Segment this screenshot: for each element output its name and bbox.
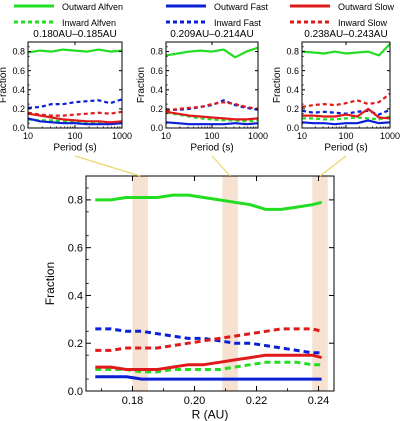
panel-0180au-title: 0.180AU–0.185AU (33, 29, 116, 40)
connector-line-2 (211, 155, 231, 177)
panel-0238au-series-inward-alfven (302, 115, 391, 121)
main-panel-ytick-label: 0.4 (68, 290, 83, 302)
main-panel-xtick-label: 0.20 (184, 395, 205, 407)
panel-0209au-ytick-label: 0.4 (150, 85, 163, 95)
panel-0238au-xtick-label: 10 (297, 131, 307, 141)
panel-0209au-xtick-label: 1000 (248, 131, 268, 141)
main-panel-series-outward-fast (95, 375, 322, 381)
panel-0180au-ytick-label: 0.6 (12, 66, 25, 76)
panel-0180au-ytick-label: 0.8 (12, 47, 25, 57)
highlight-band-1 (132, 176, 148, 391)
main-panel-series-inward-slow (95, 327, 322, 352)
panel-0180au-series-outward-alfven (27, 48, 123, 54)
panel-0238au-series-outward-alfven (301, 43, 391, 57)
main-panel-series-outward-slow (95, 353, 322, 371)
panel-0209au-ytick-label: 0.0 (150, 123, 163, 133)
legend-label-inward-alfven: Inward Alfven (62, 18, 116, 28)
main-panel-xlabel: R (AU) (192, 407, 229, 421)
legend-label-outward-alfven: Outward Alfven (62, 2, 123, 12)
main-panel-series-inward-fast (95, 327, 322, 355)
panel-0209au-series-outward-fast (165, 121, 259, 126)
main-panel-xtick-label: 0.18 (122, 395, 143, 407)
highlight-band-3 (312, 176, 328, 391)
panel-0180au-ytick-label: 0.2 (12, 104, 25, 114)
panel-0180au-ytick-label: 0.4 (12, 85, 25, 95)
panel-0180au-series-outward-fast (27, 117, 123, 126)
main-panel-ytick-label: 0.6 (68, 243, 83, 255)
panel-0238au-xlabel: Period (s) (324, 143, 367, 154)
panel-0238au-series-inward-slow (301, 92, 391, 109)
main-panel-series-outward-alfven (95, 193, 322, 211)
panel-0180au-series-inward-slow (27, 110, 123, 117)
panel-0238au-series-outward-fast (301, 119, 391, 126)
panel-0180au-series-outward-slow (27, 112, 123, 124)
panel-0209au-xtick-label: 100 (204, 131, 219, 141)
panel-0209au-series-outward-slow (165, 110, 259, 121)
panel-0209au-ytick-label: 0.2 (150, 104, 163, 114)
main-panel-xtick-label: 0.22 (246, 395, 267, 407)
connector-line-3 (319, 155, 347, 177)
main-panel-series-inward-alfven (95, 360, 322, 374)
legend-label-outward-slow: Outward Slow (338, 2, 395, 12)
panel-0238au-xtick-label: 100 (338, 131, 353, 141)
legend-label-inward-slow: Inward Slow (338, 18, 388, 28)
legend-label-outward-fast: Outward Fast (214, 2, 269, 12)
panel-0209au-series-outward-alfven (165, 46, 259, 59)
panel-0209au-ytick-label: 0.8 (150, 47, 163, 57)
main-panel-ylabel: Fraction (43, 262, 57, 305)
panel-0238au-ytick-label: 0.4 (286, 85, 299, 95)
panel-0209au-title: 0.209AU–0.214AU (170, 29, 253, 40)
panel-0209au-series-inward-fast (166, 99, 259, 111)
panel-0238au-title: 0.238AU–0.243AU (304, 29, 387, 40)
panel-0180au-xtick-label: 1000 (112, 131, 132, 141)
panel-0209au-ylabel: Fraction (136, 67, 147, 103)
panel-0238au-ytick-label: 0.0 (286, 123, 299, 133)
panel-0238au-series-outward-slow (302, 107, 391, 120)
panel-0180au-xtick-label: 100 (67, 131, 82, 141)
panel-0180au-series-inward-fast (27, 98, 123, 109)
panel-0180au-xtick-label: 10 (23, 131, 33, 141)
panel-0238au-xtick-label: 1000 (380, 131, 400, 141)
connector-line-1 (74, 155, 141, 177)
panel-0209au-xlabel: Period (s) (190, 143, 233, 154)
main-panel-xtick-label: 0.24 (308, 395, 329, 407)
panel-0209au-ytick-label: 0.6 (150, 66, 163, 76)
panel-0238au-ytick-label: 0.2 (286, 104, 299, 114)
legend-label-inward-fast: Inward Fast (214, 18, 262, 28)
panel-0238au-ytick-label: 0.6 (286, 66, 299, 76)
panel-0238au-ylabel: Fraction (272, 67, 283, 103)
main-panel-ytick-label: 0.8 (68, 195, 83, 207)
main-panel-ytick-label: 0.0 (68, 386, 83, 398)
panel-0180au-ytick-label: 0.0 (12, 123, 25, 133)
panel-0209au-series-inward-slow (165, 101, 259, 112)
panel-0180au-xlabel: Period (s) (53, 143, 96, 154)
panel-0180au-ylabel: Fraction (0, 67, 9, 103)
main-panel-ytick-label: 0.2 (68, 338, 83, 350)
panel-0238au-ytick-label: 0.8 (286, 47, 299, 57)
panel-0209au-xtick-label: 10 (161, 131, 171, 141)
